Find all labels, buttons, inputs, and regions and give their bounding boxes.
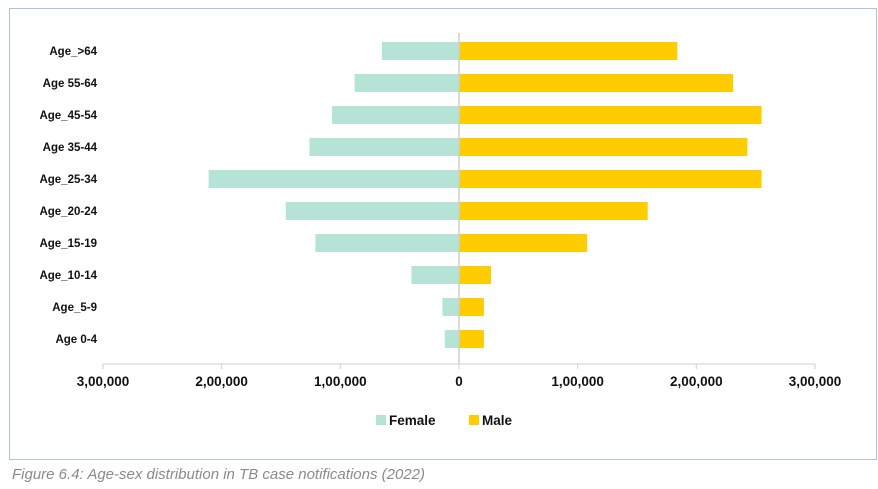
bar-male-5 bbox=[459, 202, 648, 220]
category-label: Age_>64 bbox=[49, 46, 97, 58]
category-label: Age 0-4 bbox=[55, 334, 97, 346]
bar-male-3 bbox=[459, 138, 748, 156]
bar-male-6 bbox=[459, 234, 588, 252]
bar-female-7 bbox=[411, 266, 459, 284]
x-tick-label: 0 bbox=[455, 374, 463, 389]
figure-caption: Figure 6.4: Age-sex distribution in TB c… bbox=[12, 466, 425, 483]
x-tick-label: 3,00,000 bbox=[789, 374, 842, 389]
x-tick-label: 1,00,000 bbox=[551, 374, 604, 389]
bar-female-5 bbox=[285, 202, 459, 220]
bar-male-7 bbox=[459, 266, 492, 284]
x-tick-label: 1,00,000 bbox=[314, 374, 367, 389]
legend-swatch-male bbox=[469, 415, 479, 425]
bar-female-6 bbox=[315, 234, 459, 252]
bar-female-8 bbox=[442, 298, 459, 316]
bar-female-2 bbox=[332, 106, 459, 124]
category-label: Age_20-24 bbox=[39, 206, 97, 218]
x-tick-label: 2,00,000 bbox=[195, 374, 248, 389]
bar-male-0 bbox=[459, 42, 678, 60]
bar-female-1 bbox=[354, 74, 459, 92]
bar-female-0 bbox=[381, 42, 459, 60]
category-label: Age_25-34 bbox=[39, 174, 97, 186]
bar-female-4 bbox=[208, 170, 459, 188]
category-label: Age 55-64 bbox=[43, 78, 98, 90]
legend-label-male: Male bbox=[482, 413, 513, 428]
category-label: Age_45-54 bbox=[39, 110, 97, 122]
category-label: Age_15-19 bbox=[39, 238, 97, 250]
bar-male-9 bbox=[459, 330, 484, 348]
legend-swatch-female bbox=[376, 415, 386, 425]
legend-label-female: Female bbox=[389, 413, 436, 428]
bar-male-2 bbox=[459, 106, 762, 124]
x-tick-label: 2,00,000 bbox=[670, 374, 723, 389]
category-label: Age_10-14 bbox=[39, 270, 97, 282]
category-label: Age 35-44 bbox=[43, 142, 98, 154]
category-label: Age_5-9 bbox=[52, 302, 97, 314]
bar-female-9 bbox=[444, 330, 459, 348]
bar-male-8 bbox=[459, 298, 484, 316]
bar-female-3 bbox=[309, 138, 459, 156]
bar-male-1 bbox=[459, 74, 734, 92]
bar-male-4 bbox=[459, 170, 762, 188]
x-tick-label: 3,00,000 bbox=[77, 374, 130, 389]
